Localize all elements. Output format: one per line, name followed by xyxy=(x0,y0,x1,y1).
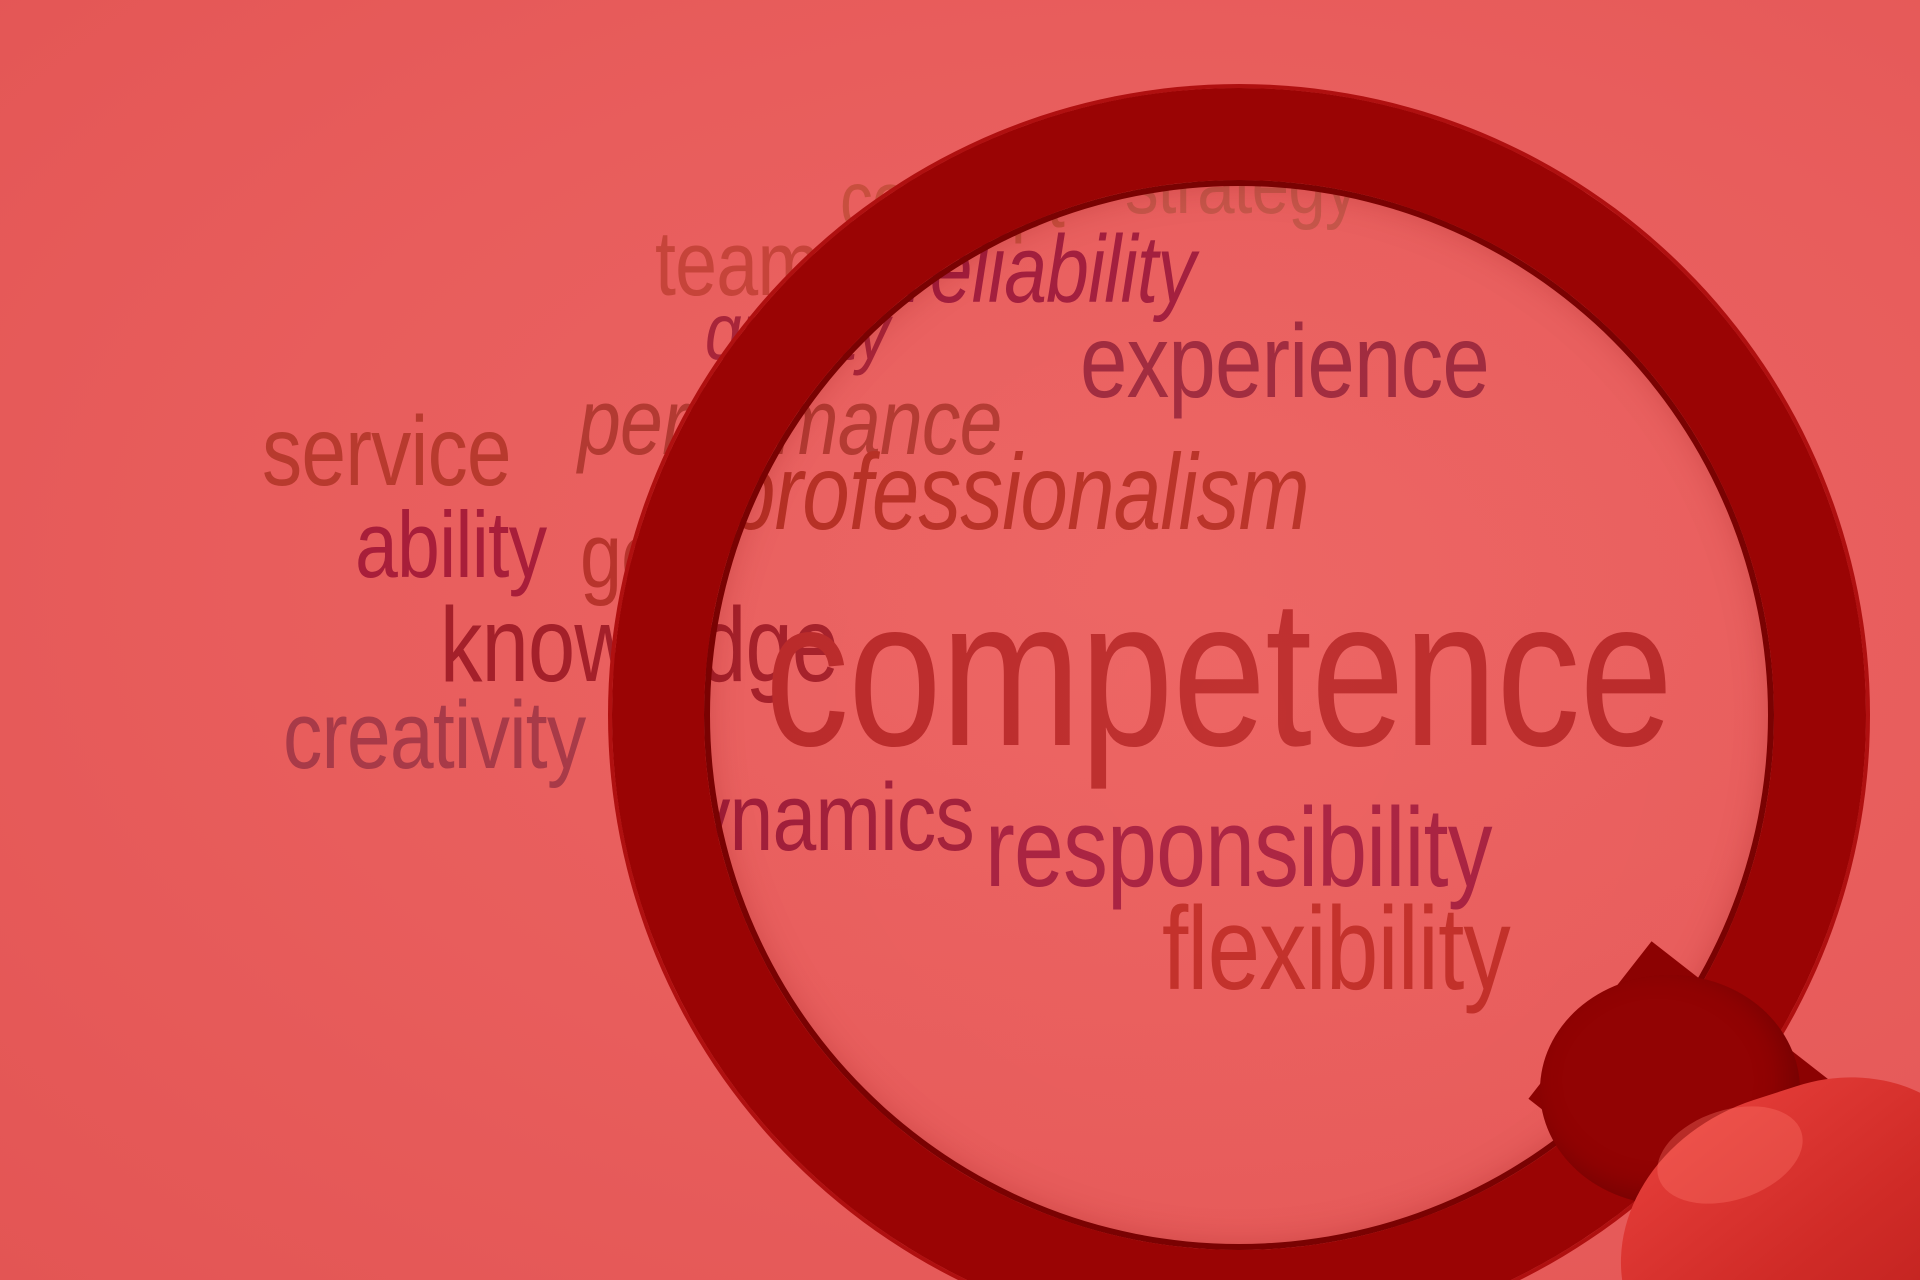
word-service: service xyxy=(262,396,512,506)
word-creativity: creativity xyxy=(283,682,586,789)
word-ability: ability xyxy=(355,492,547,597)
